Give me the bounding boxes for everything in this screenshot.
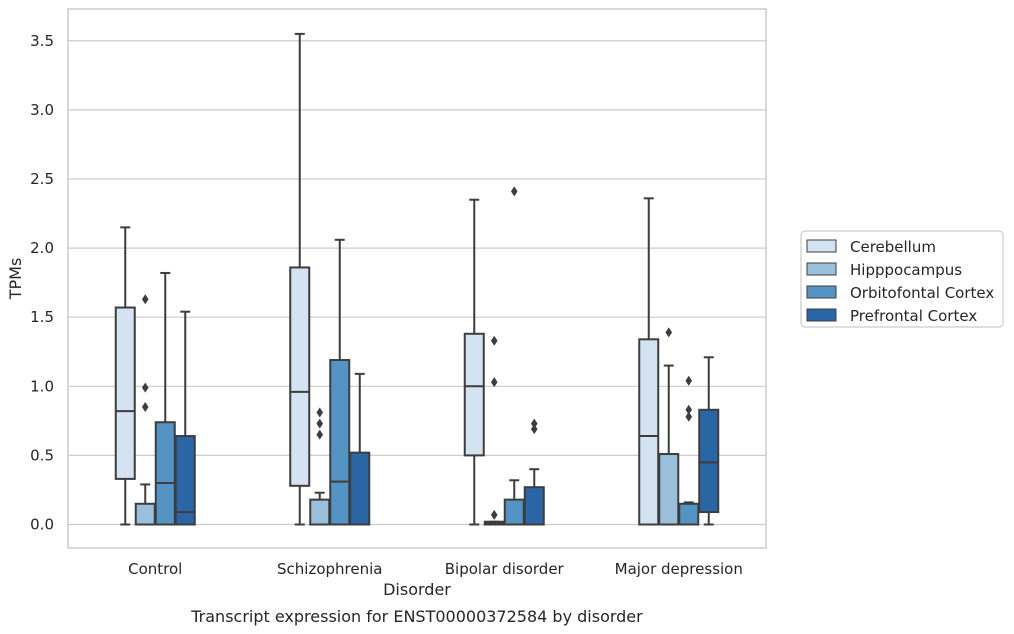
iqr-box	[289, 266, 311, 487]
y-tick-label: 2.5	[30, 170, 54, 188]
x-tick-label: Major depression	[615, 560, 743, 578]
y-tick-label: 2.0	[30, 239, 54, 257]
outlier-point	[665, 327, 673, 338]
y-tick-label: 1.0	[30, 377, 54, 395]
outlier-point	[316, 407, 324, 418]
box-0-2	[154, 271, 176, 526]
outlier-point	[490, 509, 498, 520]
x-tick-labels: Control Schizophrenia Bipolar disorder Majo…	[128, 560, 743, 578]
plot-frame	[67, 8, 767, 549]
y-tick-labels: 0.0 0.5 1.0 1.5 2.0 2.5 3.0 3.5	[30, 32, 54, 534]
iqr-box	[309, 498, 331, 526]
legend-label: Prefrontal Cortex	[850, 307, 977, 325]
iqr-box	[114, 306, 136, 480]
iqr-box	[698, 408, 720, 514]
box-1-2	[329, 238, 351, 526]
box-0-1	[134, 294, 156, 526]
outlier-point	[530, 418, 538, 429]
legend-frame	[800, 230, 1004, 328]
legend-label: Cerebellum	[850, 238, 936, 256]
legend-swatch	[806, 285, 837, 299]
legend-swatch	[806, 262, 837, 276]
iqr-box	[523, 486, 545, 526]
outlier-point	[316, 418, 324, 429]
iqr-box	[134, 502, 156, 526]
chart-caption: Transcript expression for ENST0000037258…	[190, 607, 643, 626]
box-3-3	[698, 356, 720, 526]
iqr-box	[503, 498, 525, 526]
y-tick-label: 3.0	[30, 101, 54, 119]
box-1-0	[289, 32, 311, 526]
legend-label: Hipppocampus	[850, 261, 962, 279]
box-2-2	[503, 186, 525, 526]
iqr-box	[658, 453, 680, 526]
box-1-1	[309, 407, 331, 526]
box-0-3	[174, 310, 196, 526]
box-2-1	[483, 335, 505, 526]
box-0-0	[114, 226, 136, 526]
x-tick-label: Schizophrenia	[277, 560, 382, 578]
outlier-point	[490, 335, 498, 346]
iqr-box	[463, 332, 485, 457]
outlier-point	[141, 294, 149, 305]
outlier-point	[490, 377, 498, 388]
box-series	[114, 32, 720, 526]
box-2-0	[463, 198, 485, 526]
iqr-box	[329, 359, 351, 526]
legend-label: Orbitofontal Cortex	[850, 284, 994, 302]
y-tick-label: 0.5	[30, 446, 54, 464]
outlier-point	[530, 424, 538, 435]
iqr-box	[678, 502, 700, 526]
x-axis-label: Disorder	[383, 580, 451, 599]
box-3-0	[638, 197, 660, 526]
box-3-2	[678, 375, 700, 526]
x-tick-label: Control	[128, 560, 182, 578]
outlier-point	[141, 382, 149, 393]
outlier-point	[685, 411, 693, 422]
outlier-point	[141, 402, 149, 413]
box-2-3	[523, 418, 545, 526]
box-3-1	[658, 327, 680, 526]
legend-swatch	[806, 308, 837, 322]
box-1-3	[349, 372, 371, 526]
y-tick-label: 1.5	[30, 308, 54, 326]
legend: Cerebellum Hipppocampus Orbitofontal Corte…	[800, 230, 1004, 328]
iqr-box	[154, 421, 176, 526]
y-tick-label: 0.0	[30, 516, 54, 534]
iqr-box	[638, 338, 660, 526]
outlier-point	[685, 375, 693, 386]
y-tick-label: 3.5	[30, 32, 54, 50]
legend-swatch	[806, 239, 837, 253]
iqr-box	[174, 435, 196, 526]
y-axis-label: TPMs	[6, 258, 25, 301]
outlier-point	[685, 404, 693, 415]
outlier-point	[510, 186, 518, 197]
x-tick-label: Bipolar disorder	[445, 560, 565, 578]
iqr-box	[349, 451, 371, 526]
outlier-point	[316, 429, 324, 440]
